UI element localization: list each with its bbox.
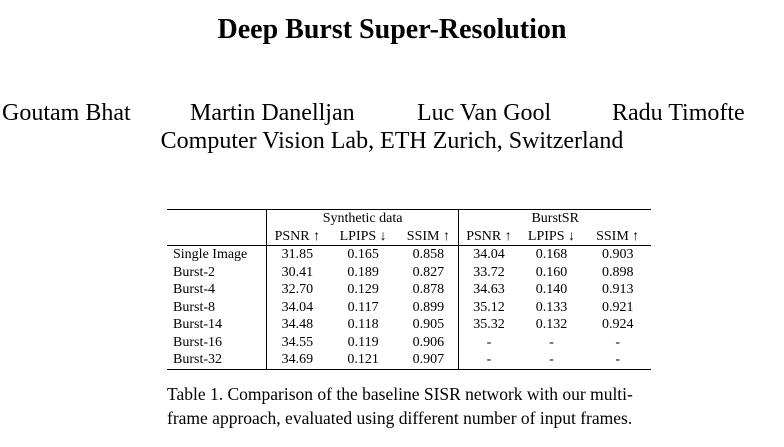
table-cell: 34.04	[265, 298, 328, 316]
table-cell: -	[549, 334, 554, 350]
table-cell: 0.160	[535, 264, 568, 280]
table-cell: 34.04	[458, 245, 519, 264]
author-name: Goutam Bhat	[2, 100, 131, 126]
table-cell: 0.905	[412, 317, 445, 332]
row-label: Burst-8	[173, 299, 215, 315]
column-header: LPIPS ↓	[527, 228, 575, 244]
table-row: Burst-2 30.41 0.189 0.827 33.72 0.160 0.…	[167, 263, 651, 281]
table-metric-header-row: PSNR ↑ LPIPS ↓ SSIM ↑ PSNR ↑ LPIPS ↓ SSI…	[167, 227, 651, 246]
table-cell: 0.878	[412, 282, 445, 297]
table-cell: 34.69	[265, 351, 328, 370]
table-cell: -	[518, 351, 585, 370]
table-cell: 30.41	[265, 263, 328, 281]
paper-title: Deep Burst Super-Resolution	[217, 14, 567, 45]
column-header: PSNR ↑	[458, 227, 519, 246]
group-header-synthetic: Synthetic data	[265, 209, 459, 228]
table-cell: -	[458, 351, 519, 370]
table-row: Burst-16 34.55 0.119 0.906 - - -	[167, 333, 651, 351]
table-cell: 31.85	[265, 245, 328, 264]
table-cell: 0.129	[347, 282, 379, 297]
table-cell: -	[584, 351, 651, 370]
table-cell: 0.827	[412, 264, 445, 280]
table-cell: 0.133	[535, 299, 568, 315]
row-label: Burst-14	[173, 317, 222, 332]
author-list: Goutam Bhat Martin Danelljan Luc Van Goo…	[0, 100, 784, 132]
row-label: Burst-32	[167, 351, 267, 370]
group-header-burstsr: BurstSR	[458, 209, 651, 228]
table-row: Burst-8 34.04 0.117 0.899 35.12 0.133 0.…	[167, 298, 651, 316]
table-cell: 0.903	[584, 245, 651, 264]
table-cell: 0.165	[327, 245, 399, 264]
row-label: Burst-2	[173, 264, 215, 280]
table-caption: Table 1. Comparison of the baseline SISR…	[167, 384, 633, 428]
table-row: Single Image 31.85 0.165 0.858 34.04 0.1…	[167, 245, 651, 264]
table-cell: 32.70	[265, 281, 328, 299]
table-cell: 0.899	[412, 299, 445, 315]
table-cell: 35.32	[458, 316, 519, 334]
results-table: Synthetic data BurstSR PSNR ↑ LPIPS ↓ SS…	[167, 209, 651, 370]
table-cell: -	[615, 334, 621, 350]
table-cell: -	[458, 333, 519, 351]
affiliation: Computer Vision Lab, ETH Zurich, Switzer…	[160, 128, 624, 154]
table-cell: 0.189	[347, 264, 379, 280]
table-cell: 0.117	[347, 299, 379, 315]
column-header: PSNR ↑	[265, 227, 328, 246]
table-cell: 0.121	[327, 351, 399, 370]
table-cell: 0.118	[347, 317, 379, 332]
table-cell: 0.119	[347, 334, 379, 350]
table-row: Burst-14 34.48 0.118 0.905 35.32 0.132 0…	[167, 316, 651, 334]
table-cell: 0.906	[412, 334, 445, 350]
column-header: LPIPS ↓	[339, 228, 387, 244]
table-row: Burst-4 32.70 0.129 0.878 34.63 0.140 0.…	[167, 281, 651, 299]
table-cell: 0.913	[601, 282, 634, 297]
results-table-container: Synthetic data BurstSR PSNR ↑ LPIPS ↓ SS…	[167, 209, 651, 370]
table-cell: 0.132	[535, 317, 568, 332]
table-cell: 34.48	[265, 316, 328, 334]
author-name: Martin Danelljan	[190, 100, 355, 126]
author-name: Radu Timofte	[612, 100, 745, 126]
table-cell: 33.72	[458, 263, 519, 281]
table-cell: 0.858	[398, 245, 459, 264]
table-cell: 0.924	[601, 317, 634, 332]
table-cell: 34.63	[458, 281, 519, 299]
table-group-header-row: Synthetic data BurstSR	[167, 209, 651, 228]
table-cell: 0.168	[518, 245, 585, 264]
table-cell: 0.140	[535, 282, 568, 297]
table-cell: 35.12	[458, 298, 519, 316]
table-cell: 34.55	[265, 333, 328, 351]
author-name: Luc Van Gool	[417, 100, 552, 126]
row-label: Burst-16	[173, 334, 222, 350]
table-cell: 0.921	[601, 299, 634, 315]
table-row: Burst-32 34.69 0.121 0.907 - - -	[167, 351, 651, 370]
column-header: SSIM ↑	[406, 228, 450, 244]
row-label: Burst-4	[173, 282, 215, 297]
row-label: Single Image	[167, 245, 267, 264]
table-cell: 0.898	[601, 264, 634, 280]
column-header: SSIM ↑	[596, 228, 640, 244]
table-cell: 0.907	[398, 351, 459, 370]
